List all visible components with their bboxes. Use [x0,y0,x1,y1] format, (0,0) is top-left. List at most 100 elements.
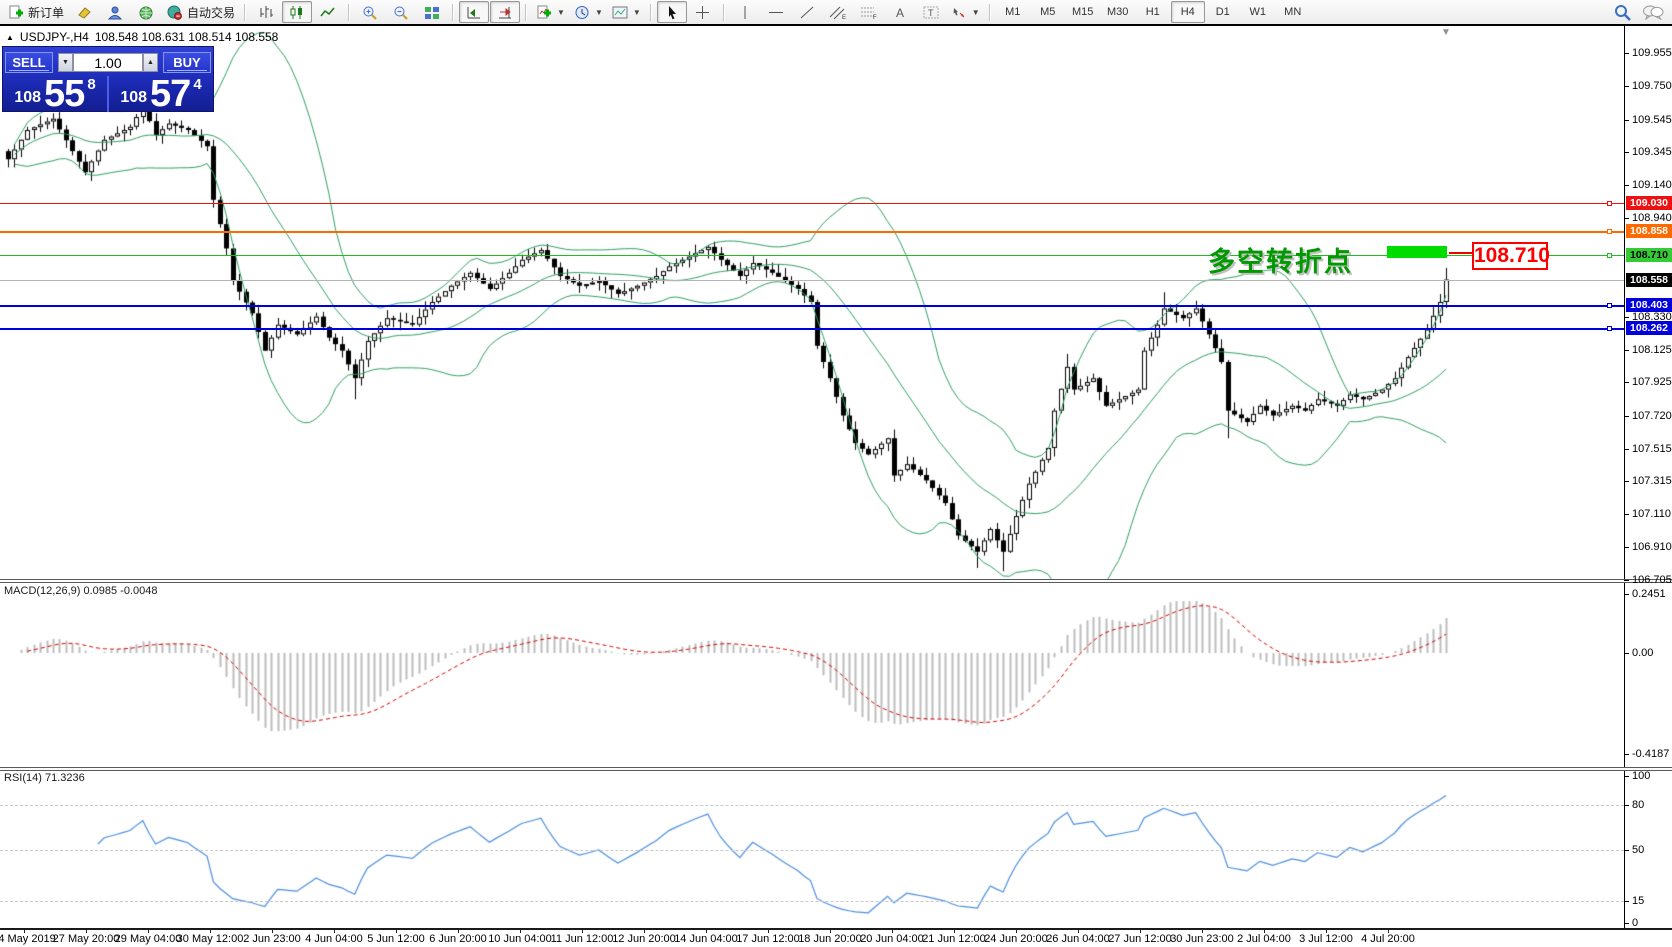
macd-label: MACD(12,26,9) 0.0985 -0.0048 [4,585,158,597]
price-level-line[interactable] [0,255,1624,256]
volume-increase-button[interactable]: ▲ [143,52,158,72]
chat-icon[interactable] [1642,4,1664,20]
text-label-button[interactable]: T [916,1,946,23]
time-axis-tick [148,929,149,933]
price-level-line[interactable] [0,203,1624,204]
rsi-axis-label: 50 [1632,843,1645,856]
cursor-button[interactable] [656,1,687,23]
eraser-button[interactable] [69,1,99,23]
time-axis-label: 26 Jun 04:00 [1046,933,1110,945]
timeframe-button-m15[interactable]: M15 [1072,6,1094,18]
text-icon: A [896,6,904,20]
time-axis-tick [644,929,645,933]
buy-price[interactable]: 108 57 4 [109,75,213,113]
annotation-rectangle[interactable] [1387,246,1447,258]
annotation-price-label[interactable]: 108.710 [1472,242,1550,270]
price-level-line[interactable] [0,328,1624,330]
horizontal-line-button[interactable] [761,1,791,23]
price-axis-label: 107.925 [1632,376,1672,389]
time-axis-label: 10 Jun 04:00 [488,933,552,945]
line-chart-button[interactable] [313,1,343,23]
crosshair-button[interactable] [688,1,718,23]
chart-shift-button[interactable] [490,1,521,23]
price-axis-tick [1624,514,1629,516]
candlestick-chart-button[interactable] [282,1,313,23]
timeframe-button-m30[interactable]: M30 [1107,6,1129,18]
price-axis-tick [1624,185,1629,187]
auto-scroll-button[interactable] [459,1,490,23]
vertical-line-button[interactable] [730,1,760,23]
time-axis-label: 12 Jun 20:00 [612,933,676,945]
timeframe-button-mn[interactable]: MN [1284,6,1302,18]
macd-axis-label: 0.00 [1632,647,1654,659]
timeframe-button-h4[interactable]: H4 [1170,1,1205,23]
tile-windows-button[interactable] [417,1,447,23]
buy-price-sup: 4 [193,76,202,93]
chevron-down-icon: ▼ [971,7,980,17]
sell-price[interactable]: 108 55 8 [3,75,107,113]
price-axis-label: 107.515 [1632,442,1672,455]
time-axis-tick [582,929,583,933]
price-level-line[interactable] [0,231,1624,233]
clock-icon [575,5,589,19]
volume-decrease-button[interactable]: ▼ [58,52,73,72]
time-axis-label: 2 Jul 04:00 [1237,933,1291,945]
toolbar-separator [452,3,455,21]
cursor-icon [668,5,676,19]
level-line-handle[interactable] [1607,326,1612,331]
time-axis-label: 6 Jun 20:00 [429,933,487,945]
new-order-button[interactable]: 新订单 [4,1,68,23]
rsi-panel-separator[interactable] [0,767,1672,771]
macd-values: 0.0985 -0.0048 [83,585,158,597]
bar-chart-button[interactable] [251,1,281,23]
equidistant-channel-button[interactable]: E [823,1,853,23]
fibonacci-button[interactable]: F [854,1,884,23]
chart-shift-marker-icon[interactable]: ▼ [1441,27,1451,38]
time-axis-tick [1202,929,1203,933]
arrows-button[interactable]: ▼ [947,1,984,23]
timeframe-button-m5[interactable]: M5 [1040,6,1056,18]
level-line-handle[interactable] [1607,253,1612,258]
autotrading-button[interactable]: 自动交易 [162,1,239,23]
account-button[interactable] [100,1,130,23]
zoom-in-icon [363,6,377,20]
macd-panel-separator[interactable] [0,579,1672,583]
toolbar-separator [988,3,991,21]
timeframe-button-h1[interactable]: H1 [1145,6,1160,18]
templates-button[interactable]: ▼ [608,1,645,23]
time-axis-label: 5 Jun 12:00 [367,933,425,945]
chart-title: ▲ USDJPY-,H4 108.548 108.631 108.514 108… [6,30,278,44]
annotation-text[interactable]: 多空转折点 [1208,247,1353,277]
svg-text:F: F [873,15,877,20]
level-line-handle[interactable] [1607,201,1612,206]
periods-button[interactable]: ▼ [570,1,607,23]
trendline-button[interactable] [792,1,822,23]
indicators-button[interactable]: ▼ [532,1,569,23]
zoom-out-button[interactable] [386,1,416,23]
price-axis-tick [1624,119,1629,121]
level-line-handle[interactable] [1607,229,1612,234]
signal-button[interactable] [131,1,161,23]
timeframe-button-w1[interactable]: W1 [1249,6,1266,18]
rsi-axis-tick [1624,805,1629,807]
time-axis-tick [210,929,211,933]
search-icon[interactable] [1614,4,1632,21]
time-axis-label: 27 May 20:00 [52,933,120,945]
buy-button[interactable]: BUY [163,51,211,73]
text-button[interactable]: A [885,1,915,23]
zoom-in-button[interactable] [355,1,385,23]
timeframe-button-d1[interactable]: D1 [1215,6,1230,18]
sell-button[interactable]: SELL [5,51,53,73]
price-axis-tick [1624,316,1629,318]
autotrading-icon [167,5,182,20]
text-label-icon: T [923,6,939,18]
chart-shift-icon [499,6,512,18]
timeframe-button-m1[interactable]: M1 [1005,6,1021,18]
time-axis-label: 4 Jul 20:00 [1361,933,1415,945]
price-level-line[interactable] [0,305,1624,307]
time-axis-tick [334,929,335,933]
level-line-handle[interactable] [1607,303,1612,308]
volume-input[interactable]: 1.00 [73,52,143,72]
candlestick-chart-icon [290,5,303,19]
